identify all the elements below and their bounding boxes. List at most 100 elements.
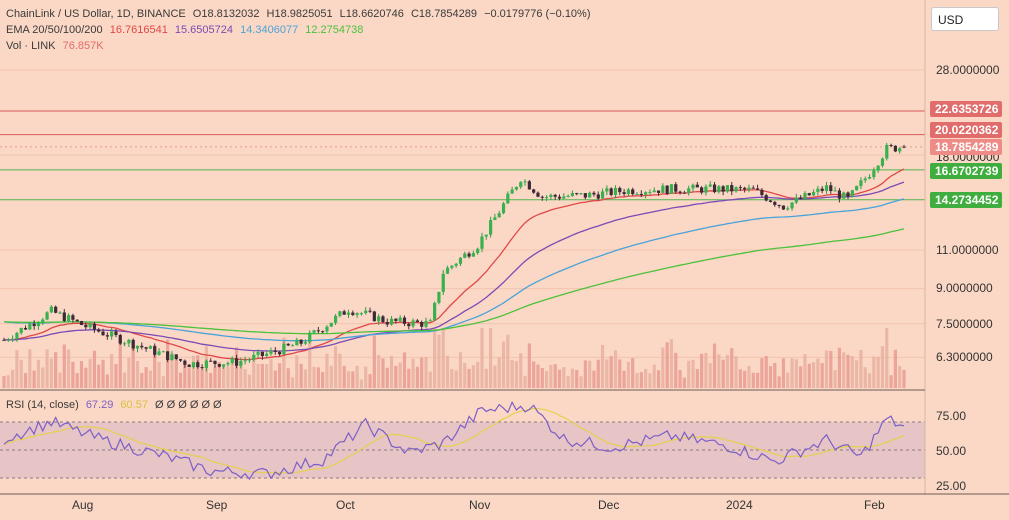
candle xyxy=(484,234,488,240)
candle xyxy=(15,331,19,342)
price-tick: 11.0000000 xyxy=(936,243,999,257)
volume-bar xyxy=(484,368,488,388)
rsi-tick: 25.00 xyxy=(936,479,967,493)
candle-body xyxy=(200,367,204,369)
candle-body xyxy=(700,187,704,193)
volume-bar xyxy=(687,360,691,388)
volume-bar xyxy=(708,363,712,388)
volume-bar xyxy=(476,361,480,388)
candle-body xyxy=(467,253,471,257)
candle-body xyxy=(510,189,514,194)
candle-body xyxy=(618,187,622,193)
volume-bar xyxy=(566,376,570,388)
ema-legend[interactable]: EMA 20/50/100/200 16.7616541 15.6505724 … xyxy=(6,24,367,36)
volume-bar xyxy=(321,372,325,388)
volume-bar xyxy=(725,355,730,388)
candle-body xyxy=(665,185,669,194)
candle xyxy=(855,185,859,191)
candle-body xyxy=(153,346,157,355)
candle-body xyxy=(777,204,781,206)
candle-body xyxy=(196,362,200,368)
candle xyxy=(609,187,613,197)
volume-bar xyxy=(609,356,613,388)
volume-bar xyxy=(837,347,842,388)
candle-body xyxy=(312,330,316,333)
volume-bar xyxy=(575,369,579,388)
open-value: O18.8132032 xyxy=(192,8,260,20)
candle xyxy=(88,322,92,329)
volume-bar xyxy=(717,354,721,388)
candle xyxy=(501,201,506,215)
volume-bar xyxy=(764,356,768,388)
candle-body xyxy=(562,196,566,199)
candle xyxy=(135,345,140,353)
horizontal-levels[interactable] xyxy=(0,110,925,201)
candle-body xyxy=(592,192,596,195)
candle-body xyxy=(872,170,876,177)
candle xyxy=(239,357,243,369)
volume-bar xyxy=(49,358,53,388)
candle xyxy=(493,213,497,221)
volume-bar xyxy=(148,370,153,388)
volume-bar xyxy=(359,379,364,388)
time-tick: 2024 xyxy=(726,498,753,512)
ema-label: EMA 20/50/100/200 xyxy=(6,24,103,36)
level-badge-22: 22.6353726 xyxy=(930,101,1002,117)
rsi-legend[interactable]: RSI (14, close) 67.29 60.57 Ø Ø Ø Ø Ø Ø xyxy=(6,399,226,411)
volume-bar xyxy=(62,344,66,388)
candle xyxy=(71,313,75,323)
candle-body xyxy=(84,324,88,328)
volume-bar xyxy=(75,373,79,388)
time-tick: Feb xyxy=(864,498,885,512)
candle xyxy=(678,190,682,195)
candle xyxy=(596,191,600,201)
volume-legend[interactable]: Vol · LINK 76.857K xyxy=(6,40,108,52)
candle xyxy=(557,194,562,201)
candle xyxy=(187,364,191,368)
candle-body xyxy=(355,313,359,315)
candle-body xyxy=(687,188,691,193)
candle xyxy=(411,318,415,329)
volume-bar xyxy=(695,369,699,388)
candle xyxy=(846,191,850,200)
candle-body xyxy=(583,193,587,198)
candle xyxy=(600,188,605,199)
candle xyxy=(777,204,781,209)
volume-bar xyxy=(846,354,850,388)
candle xyxy=(583,193,587,200)
ema-lines xyxy=(3,168,905,361)
candle-body xyxy=(536,192,540,197)
volume-bar xyxy=(368,374,372,388)
candle-body xyxy=(183,360,187,365)
candle-body xyxy=(596,194,600,199)
volume-bar xyxy=(183,363,187,388)
candle xyxy=(213,360,217,368)
candle xyxy=(433,301,437,322)
candle-body xyxy=(738,187,742,189)
candle xyxy=(32,320,36,330)
candle-body xyxy=(833,190,837,192)
volume-bar xyxy=(213,366,217,388)
candle xyxy=(161,350,165,353)
candle-body xyxy=(226,362,230,365)
candle xyxy=(252,351,256,362)
candle xyxy=(820,186,824,194)
ohlc-legend: ChainLink / US Dollar, 1D, BINANCE O18.8… xyxy=(6,8,595,20)
candle xyxy=(661,183,665,193)
volume-bar xyxy=(816,358,820,388)
candle-body xyxy=(549,194,553,198)
volume-bar xyxy=(506,334,510,388)
volume-bar xyxy=(226,366,230,388)
volume-bar xyxy=(433,328,437,388)
candle xyxy=(269,347,273,356)
candle-body xyxy=(97,329,101,332)
volume-bar xyxy=(32,370,36,388)
candle xyxy=(514,186,519,191)
candle xyxy=(863,176,867,183)
currency-button[interactable]: USD xyxy=(931,7,999,31)
volume-bar xyxy=(329,365,333,388)
volume-bar xyxy=(527,343,531,388)
candle-body xyxy=(855,186,859,191)
volume-bar xyxy=(799,366,803,388)
